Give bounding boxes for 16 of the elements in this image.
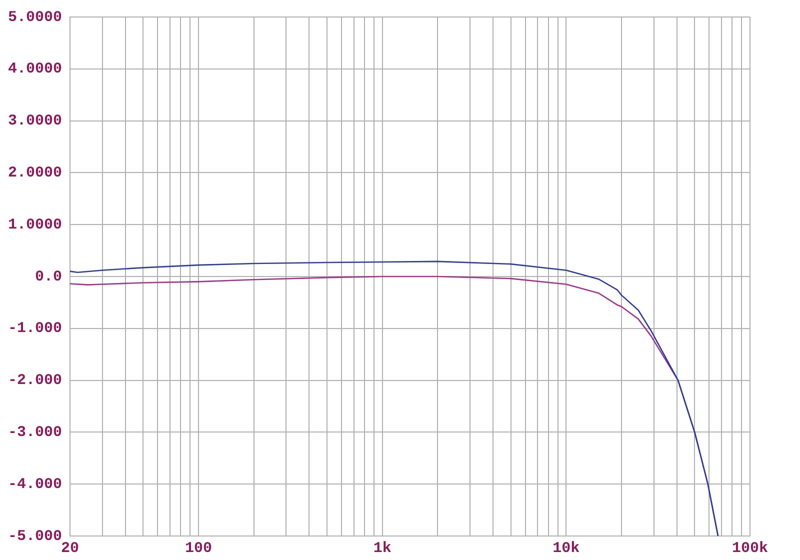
- y-tick-label: -5.000: [8, 528, 62, 545]
- y-tick-label: 5.0000: [8, 8, 62, 26]
- y-tick-label: -2.000: [8, 372, 62, 390]
- x-tick-label: 100k: [732, 540, 768, 557]
- x-tick-label: 20: [61, 540, 80, 557]
- y-tick-label: -3.000: [8, 424, 62, 441]
- x-tick-label: 1k: [373, 540, 392, 557]
- y-tick-label: -1.000: [8, 320, 62, 338]
- x-tick-label: 10k: [552, 540, 580, 557]
- y-tick-label: 0.0: [34, 268, 62, 286]
- x-tick-label: 100: [184, 540, 212, 557]
- y-tick-label: -4.000: [8, 476, 62, 493]
- y-tick-label: 4.0000: [8, 60, 62, 78]
- y-tick-label: 2.0000: [8, 164, 62, 182]
- y-tick-label: 3.0000: [8, 112, 62, 130]
- y-tick-label: 1.0000: [8, 216, 62, 234]
